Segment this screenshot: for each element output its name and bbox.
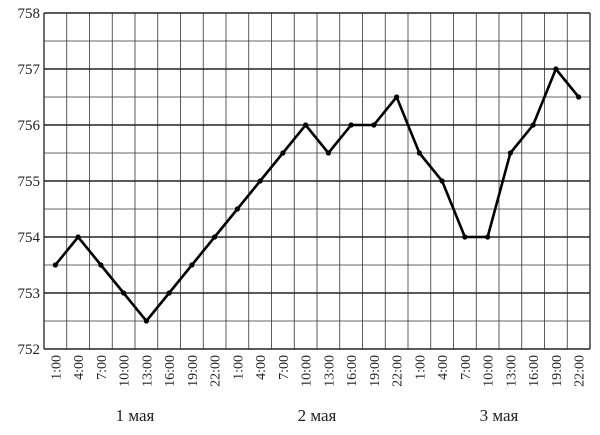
group-label: 2 мая — [298, 406, 337, 425]
x-tick-label: 13:00 — [140, 355, 155, 387]
point — [75, 234, 81, 240]
y-tick-label: 757 — [18, 62, 41, 78]
x-tick-label: 19:00 — [368, 355, 383, 387]
point — [143, 318, 149, 324]
x-tick-label: 19:00 — [550, 355, 565, 387]
x-tick-label: 16:00 — [345, 355, 360, 387]
x-tick-label: 1:00 — [231, 355, 246, 380]
point — [166, 290, 172, 296]
point — [530, 122, 536, 128]
y-tick-label: 758 — [18, 6, 41, 22]
point — [439, 178, 445, 184]
x-tick-label: 10:00 — [482, 355, 497, 387]
point — [325, 150, 331, 156]
x-tick-label: 22:00 — [209, 355, 224, 387]
x-tick-label: 7:00 — [95, 355, 110, 380]
x-tick-label: 4:00 — [436, 355, 451, 380]
line — [54, 67, 580, 323]
point — [234, 206, 240, 212]
point — [257, 178, 263, 184]
y-tick-label: 756 — [18, 118, 41, 134]
point — [212, 234, 218, 240]
y-tick-label: 754 — [18, 230, 41, 246]
group-label: 3 мая — [480, 406, 519, 425]
x-tick-label: 10:00 — [300, 355, 315, 387]
x-tick-label: 10:00 — [118, 355, 133, 387]
point — [416, 150, 422, 156]
x-tick-label: 22:00 — [573, 355, 588, 387]
x-tick-label: 1:00 — [49, 355, 64, 380]
y-tick-label: 753 — [18, 286, 41, 302]
point — [303, 122, 309, 128]
x-tick-label: 16:00 — [163, 355, 178, 387]
point — [121, 290, 127, 296]
x-tick-label: 19:00 — [186, 355, 201, 387]
point — [371, 122, 377, 128]
x-tick-label: 16:00 — [527, 355, 542, 387]
point — [485, 234, 491, 240]
y-tick-label: 752 — [18, 342, 41, 358]
x-tick-label: 13:00 — [322, 355, 337, 387]
point — [348, 122, 354, 128]
x-tick-label: 4:00 — [72, 355, 87, 380]
y-tick-label: 755 — [18, 174, 41, 190]
point — [189, 262, 195, 268]
point — [553, 66, 559, 72]
point — [507, 150, 513, 156]
point — [52, 262, 58, 268]
x-tick-label: 22:00 — [391, 355, 406, 387]
point — [462, 234, 468, 240]
x-tick-label: 7:00 — [459, 355, 474, 380]
x-tick-label: 1:00 — [413, 355, 428, 380]
point — [98, 262, 104, 268]
x-tick-label: 7:00 — [277, 355, 292, 380]
x-tick-label: 4:00 — [254, 355, 269, 380]
point — [394, 94, 400, 100]
point — [280, 150, 286, 156]
x-tick-label: 13:00 — [504, 355, 519, 387]
group-label: 1 мая — [116, 406, 155, 425]
point — [576, 94, 582, 100]
